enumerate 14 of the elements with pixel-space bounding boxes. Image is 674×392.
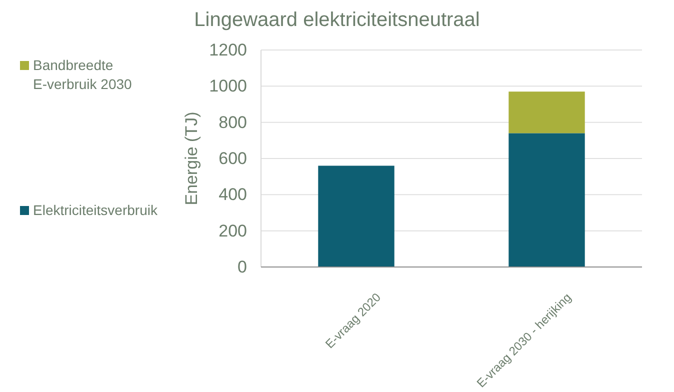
- bar: [508, 133, 585, 267]
- legend-label: Bandbreedte E-verbruik 2030: [33, 57, 132, 92]
- y-tick-label: 800: [218, 112, 247, 132]
- y-tick-label: 1000: [209, 76, 247, 96]
- y-tick-label: 0: [238, 257, 247, 276]
- y-axis-title: Energie (TJ): [182, 112, 201, 206]
- y-tick-label: 600: [218, 148, 247, 168]
- y-tick-label: 400: [218, 185, 247, 204]
- legend-label: Elektriciteitsverbruik: [33, 202, 158, 218]
- chart-title: Lingewaard elektriciteitsneutraal: [194, 9, 480, 31]
- y-tick-label: 200: [218, 221, 247, 240]
- y-tick-label: 1200: [209, 40, 247, 60]
- bar: [318, 166, 394, 267]
- bar: [508, 92, 585, 134]
